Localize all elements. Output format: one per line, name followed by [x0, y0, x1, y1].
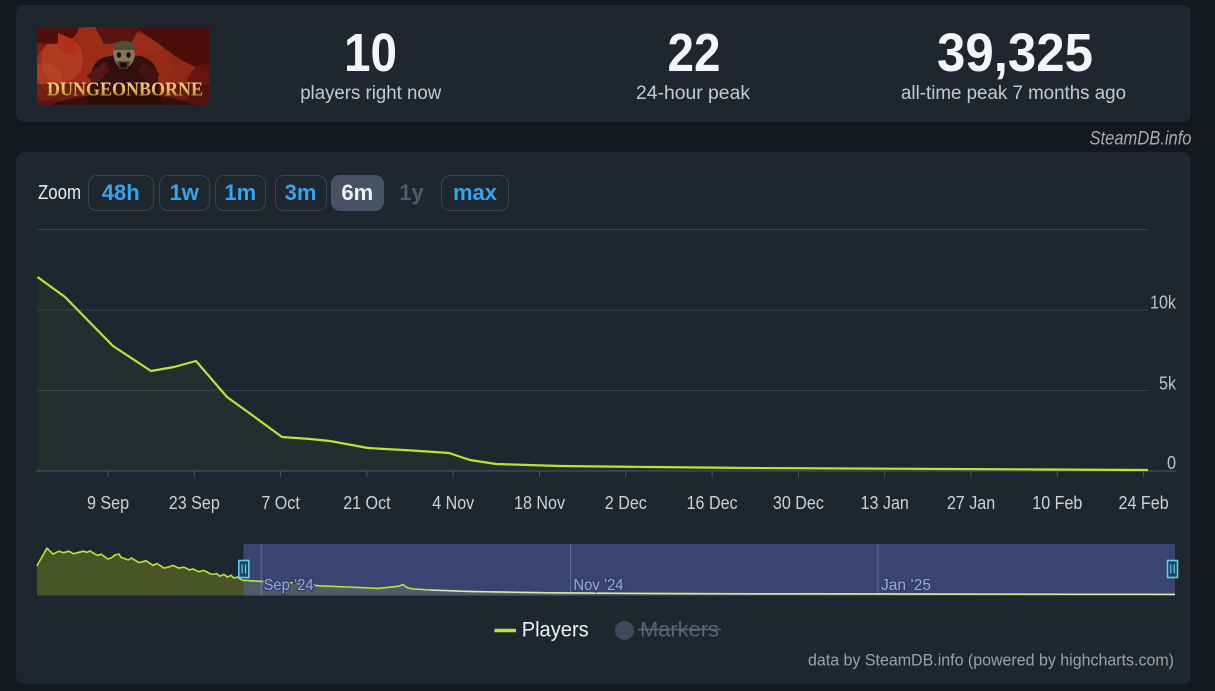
- svg-text:Nov ’24: Nov ’24: [574, 577, 624, 594]
- svg-text:Zoom: Zoom: [38, 182, 81, 204]
- svg-text:data by SteamDB.info (powered: data by SteamDB.info (powered by highcha…: [808, 651, 1174, 670]
- svg-text:16 Dec: 16 Dec: [687, 492, 738, 513]
- svg-text:18 Nov: 18 Nov: [514, 492, 566, 513]
- svg-text:2 Dec: 2 Dec: [605, 492, 647, 513]
- svg-text:10 Feb: 10 Feb: [1032, 492, 1082, 513]
- svg-text:23 Sep: 23 Sep: [169, 492, 220, 513]
- svg-text:players right now: players right now: [300, 83, 441, 104]
- svg-text:0: 0: [1167, 452, 1176, 473]
- svg-text:22: 22: [668, 23, 721, 83]
- svg-text:4 Nov: 4 Nov: [432, 492, 475, 513]
- svg-text:SteamDB.info: SteamDB.info: [1090, 128, 1192, 150]
- svg-text:Players: Players: [522, 618, 589, 641]
- svg-text:10k: 10k: [1150, 291, 1177, 312]
- svg-text:24 Feb: 24 Feb: [1119, 492, 1169, 513]
- svg-text:27 Jan: 27 Jan: [947, 492, 995, 513]
- svg-text:10: 10: [344, 23, 397, 83]
- svg-text:DUNGEONBORNE: DUNGEONBORNE: [47, 79, 203, 101]
- svg-text:39,325: 39,325: [937, 23, 1093, 83]
- svg-text:7 Oct: 7 Oct: [261, 492, 300, 513]
- svg-text:Sep ’24: Sep ’24: [264, 577, 314, 594]
- svg-text:all-time peak 7 months ago: all-time peak 7 months ago: [901, 83, 1126, 104]
- svg-text:30 Dec: 30 Dec: [773, 492, 824, 513]
- svg-text:13 Jan: 13 Jan: [861, 492, 909, 513]
- svg-text:5k: 5k: [1159, 372, 1177, 393]
- svg-text:9 Sep: 9 Sep: [87, 492, 129, 513]
- svg-text:21 Oct: 21 Oct: [343, 492, 390, 513]
- svg-text:24-hour peak: 24-hour peak: [636, 83, 751, 104]
- svg-text:Jan ’25: Jan ’25: [881, 577, 931, 594]
